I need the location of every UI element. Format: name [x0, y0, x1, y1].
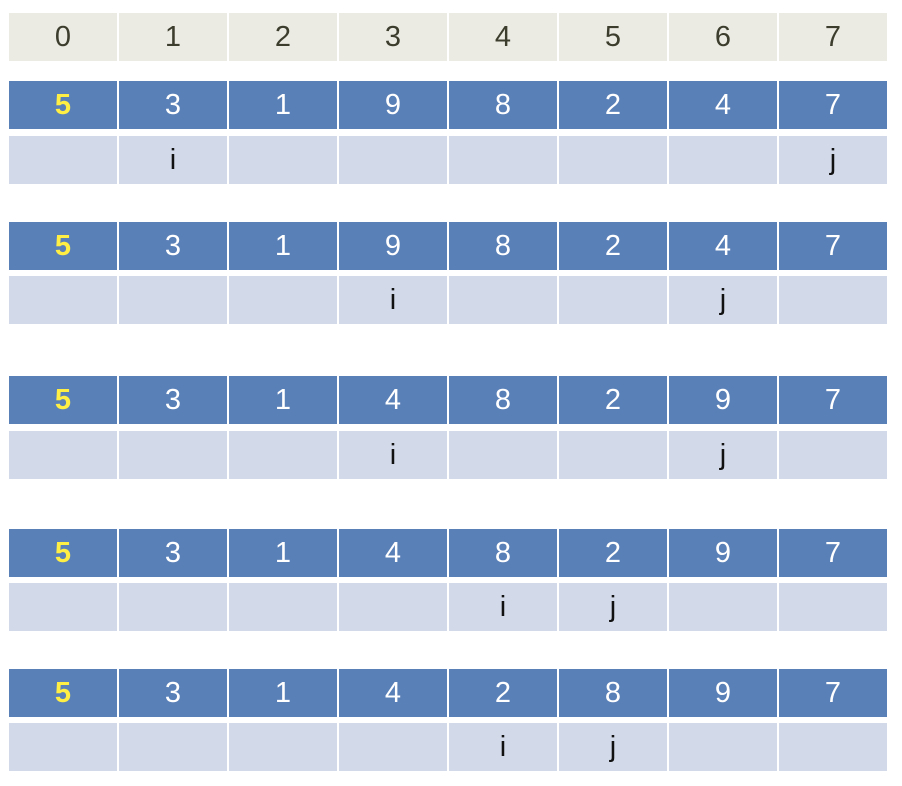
pointer-cell	[559, 276, 667, 324]
pointer-cell: j	[669, 276, 777, 324]
value-cell: 8	[449, 376, 557, 424]
index-cell: 3	[339, 13, 447, 61]
pointer-cell: i	[119, 136, 227, 184]
value-cell: 2	[559, 529, 667, 577]
array-row-step-4: 5 3 1 4 8 2 9 7	[9, 529, 887, 577]
value-cell: 2	[559, 376, 667, 424]
value-cell: 1	[229, 81, 337, 129]
pivot-value-cell: 5	[9, 529, 117, 577]
index-cell: 2	[229, 13, 337, 61]
pointer-cell: j	[559, 723, 667, 771]
pivot-value-cell: 5	[9, 222, 117, 270]
pointer-cell	[9, 136, 117, 184]
value-cell: 3	[119, 529, 227, 577]
pointer-cell	[669, 723, 777, 771]
pointer-cell	[449, 136, 557, 184]
pointer-cell: i	[449, 723, 557, 771]
pointer-cell: j	[559, 583, 667, 631]
value-cell: 9	[669, 529, 777, 577]
value-cell: 1	[229, 669, 337, 717]
index-cell: 6	[669, 13, 777, 61]
value-cell: 1	[229, 529, 337, 577]
value-cell: 8	[449, 81, 557, 129]
pointer-row-step-4: i j	[9, 583, 887, 631]
value-cell: 8	[559, 669, 667, 717]
pointer-cell	[669, 583, 777, 631]
value-cell: 9	[339, 222, 447, 270]
value-cell: 8	[449, 529, 557, 577]
index-cell: 1	[119, 13, 227, 61]
value-cell: 2	[559, 81, 667, 129]
value-cell: 4	[339, 376, 447, 424]
value-cell: 1	[229, 376, 337, 424]
pointer-cell	[9, 276, 117, 324]
pointer-cell	[559, 136, 667, 184]
pointer-cell	[779, 583, 887, 631]
pointer-cell	[339, 136, 447, 184]
value-cell: 4	[669, 81, 777, 129]
index-cell: 7	[779, 13, 887, 61]
index-header-row: 0 1 2 3 4 5 6 7	[9, 13, 887, 61]
value-cell: 7	[779, 222, 887, 270]
pointer-cell: j	[669, 431, 777, 479]
value-cell: 9	[339, 81, 447, 129]
index-cell: 4	[449, 13, 557, 61]
value-cell: 3	[119, 222, 227, 270]
pointer-cell	[119, 583, 227, 631]
value-cell: 9	[669, 669, 777, 717]
value-cell: 4	[339, 669, 447, 717]
value-cell: 4	[339, 529, 447, 577]
value-cell: 3	[119, 376, 227, 424]
pointer-cell	[779, 431, 887, 479]
pointer-cell	[9, 723, 117, 771]
value-cell: 7	[779, 529, 887, 577]
pointer-cell	[559, 431, 667, 479]
pointer-cell	[339, 583, 447, 631]
value-cell: 8	[449, 222, 557, 270]
array-row-step-2: 5 3 1 9 8 2 4 7	[9, 222, 887, 270]
pointer-cell	[119, 276, 227, 324]
pointer-cell: i	[339, 276, 447, 324]
array-row-step-1: 5 3 1 9 8 2 4 7	[9, 81, 887, 129]
pointer-cell	[669, 136, 777, 184]
value-cell: 2	[449, 669, 557, 717]
pointer-cell	[229, 276, 337, 324]
value-cell: 3	[119, 81, 227, 129]
pointer-cell	[229, 136, 337, 184]
array-row-step-3: 5 3 1 4 8 2 9 7	[9, 376, 887, 424]
pointer-cell	[229, 431, 337, 479]
pointer-cell	[119, 431, 227, 479]
pointer-row-step-1: i j	[9, 136, 887, 184]
pointer-cell	[449, 431, 557, 479]
pointer-cell	[229, 583, 337, 631]
pointer-cell: i	[449, 583, 557, 631]
index-cell: 5	[559, 13, 667, 61]
pointer-cell: j	[779, 136, 887, 184]
pointer-cell	[449, 276, 557, 324]
pointer-row-step-2: i j	[9, 276, 887, 324]
value-cell: 7	[779, 376, 887, 424]
pointer-cell	[9, 583, 117, 631]
pointer-cell	[779, 276, 887, 324]
pointer-cell: i	[339, 431, 447, 479]
pivot-value-cell: 5	[9, 376, 117, 424]
pointer-row-step-3: i j	[9, 431, 887, 479]
pointer-cell	[119, 723, 227, 771]
value-cell: 3	[119, 669, 227, 717]
value-cell: 4	[669, 222, 777, 270]
pointer-cell	[9, 431, 117, 479]
pivot-value-cell: 5	[9, 81, 117, 129]
pivot-value-cell: 5	[9, 669, 117, 717]
value-cell: 1	[229, 222, 337, 270]
pointer-cell	[339, 723, 447, 771]
pointer-cell	[779, 723, 887, 771]
pointer-cell	[229, 723, 337, 771]
array-row-step-5: 5 3 1 4 2 8 9 7	[9, 669, 887, 717]
value-cell: 2	[559, 222, 667, 270]
value-cell: 7	[779, 669, 887, 717]
value-cell: 7	[779, 81, 887, 129]
pointer-row-step-5: i j	[9, 723, 887, 771]
index-cell: 0	[9, 13, 117, 61]
value-cell: 9	[669, 376, 777, 424]
